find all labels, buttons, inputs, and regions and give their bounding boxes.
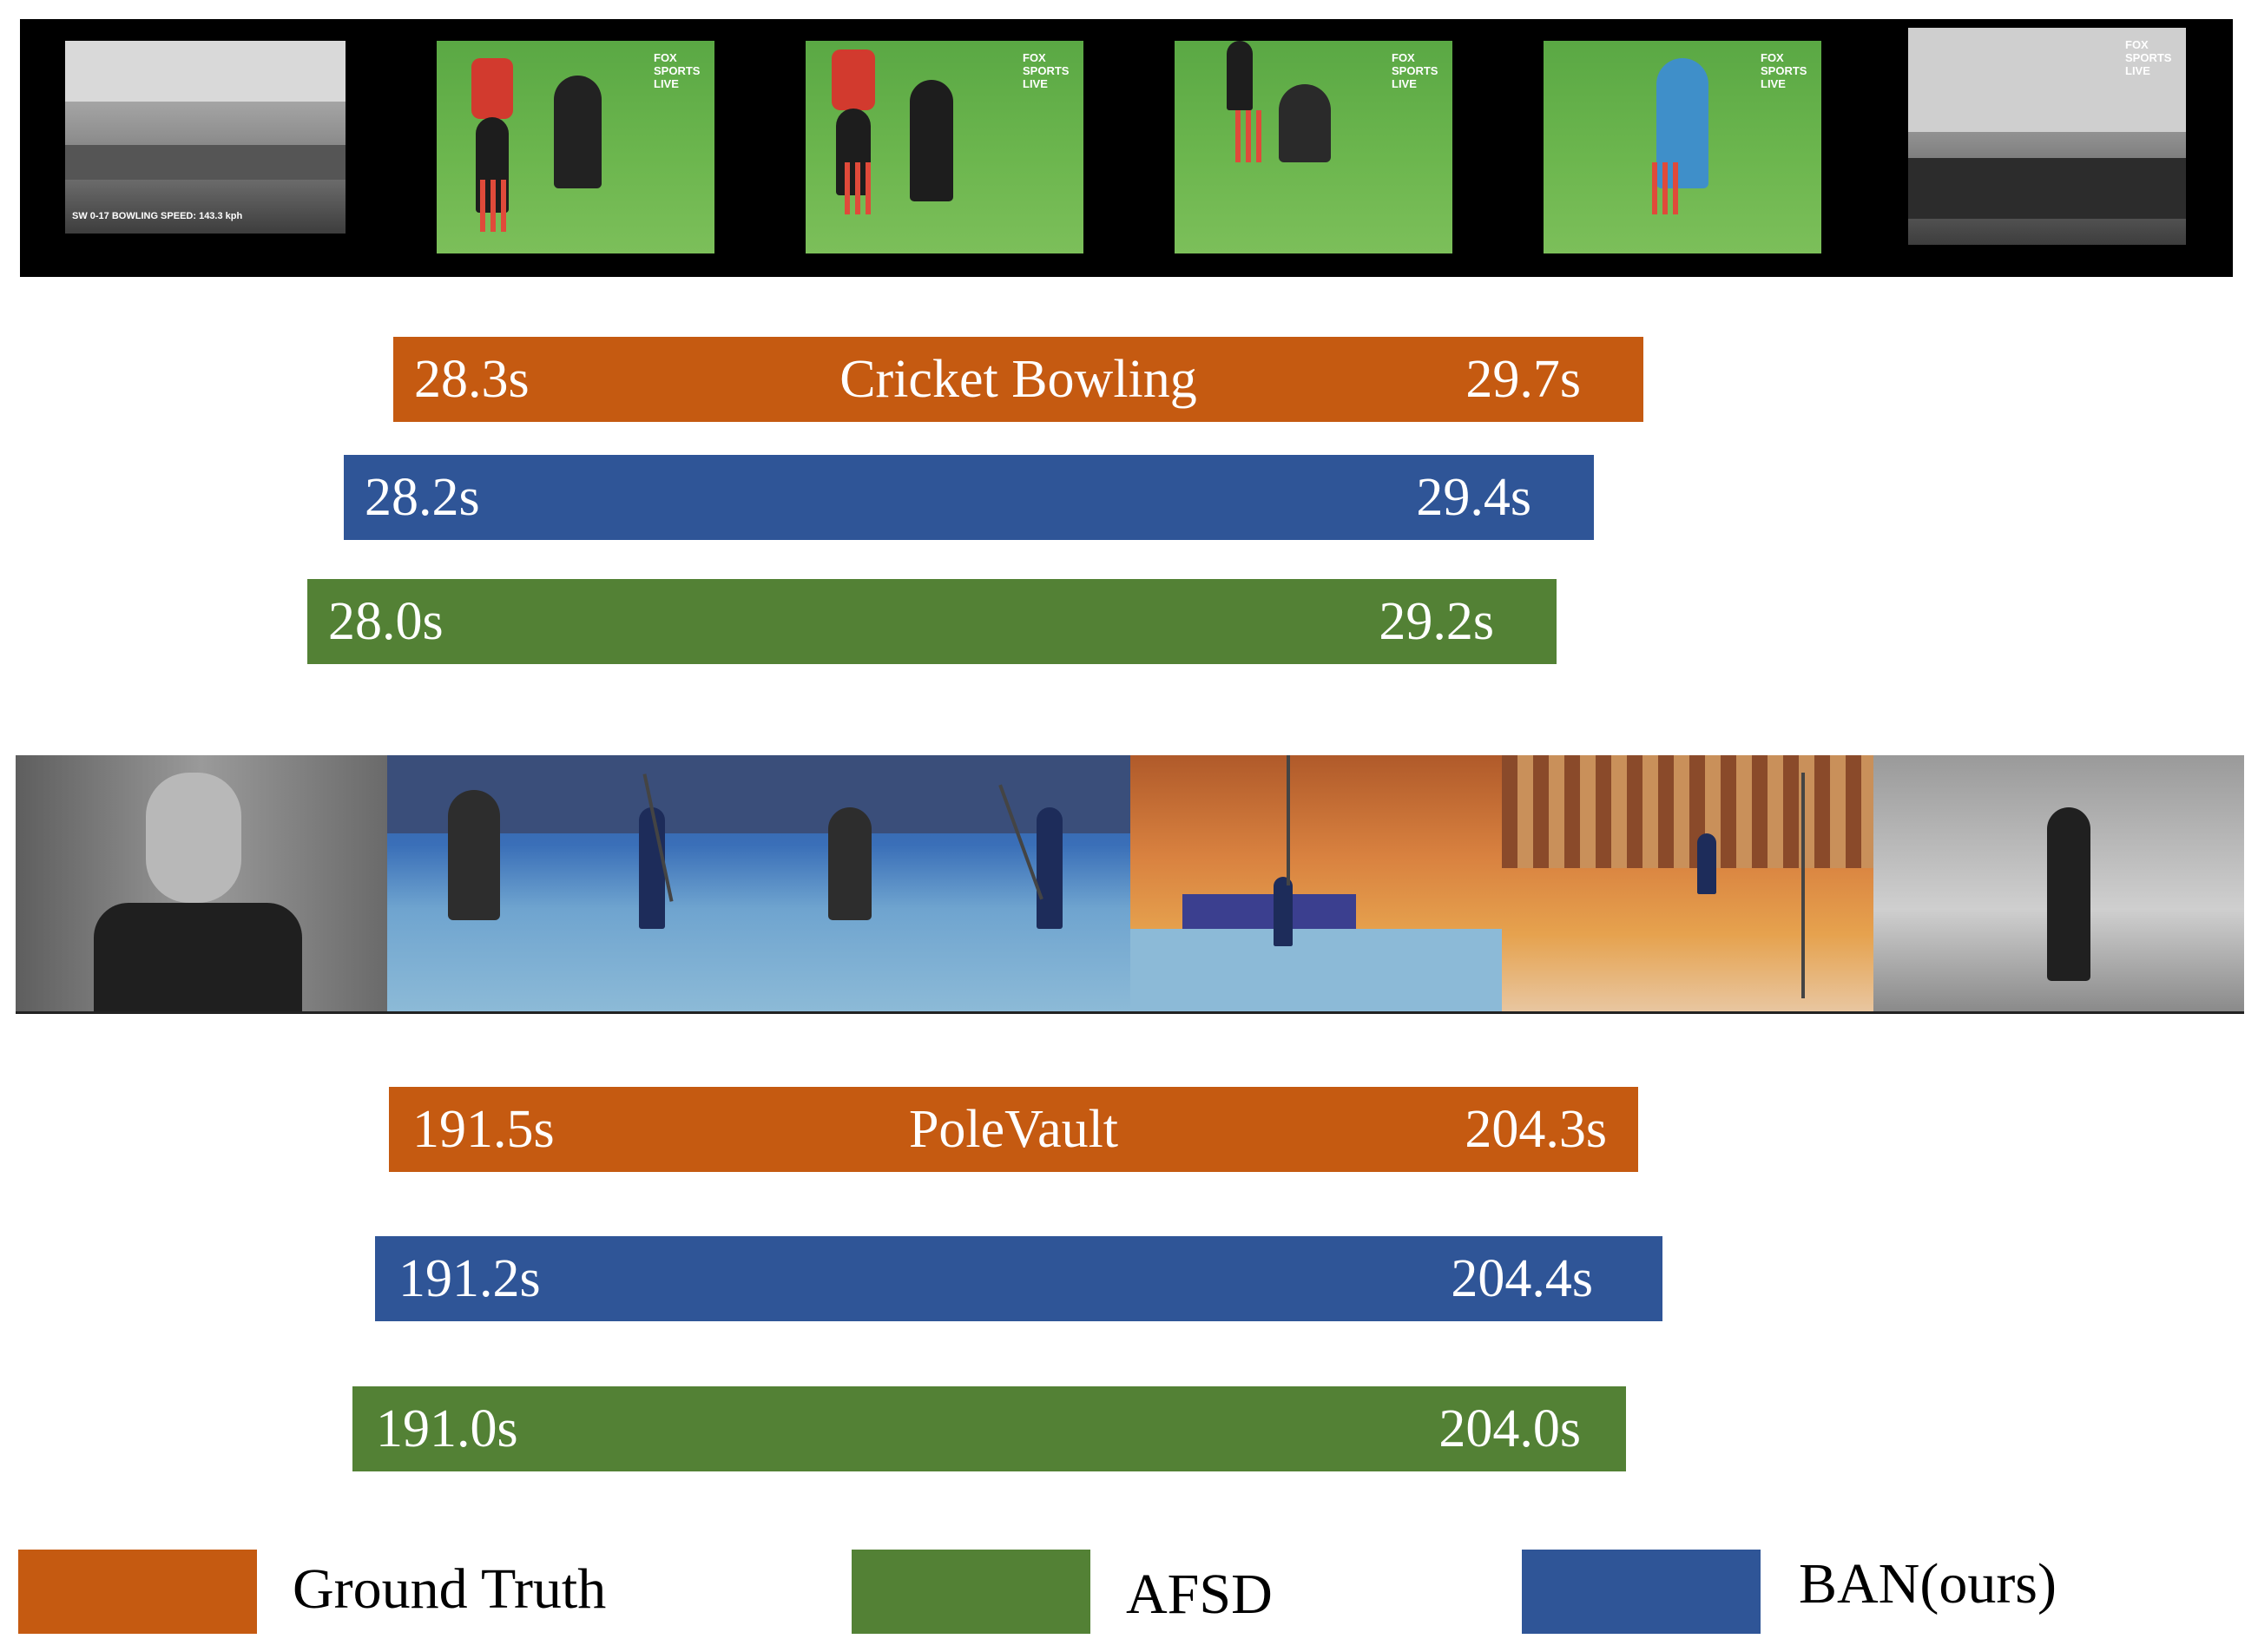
legend-label-ban: BAN(ours) xyxy=(1799,1552,2057,1616)
scoreboard-frame: SW 0-17 BOWLING SPEED: 143.3 kph xyxy=(65,41,346,234)
cricket-afsd-start: 28.0s xyxy=(328,592,444,651)
legend-swatch-ban xyxy=(1522,1550,1761,1634)
score-overlay: SW 0-17 BOWLING SPEED: 143.3 kph xyxy=(72,211,243,221)
cricket-afsd-bar: 28.0s 29.2s xyxy=(307,579,1557,664)
filmstrip-baseline xyxy=(16,1011,2244,1014)
bowler-stride-frame: FOX SPORTS LIVE xyxy=(806,41,1083,253)
broadcast-logo: FOX SPORTS LIVE xyxy=(654,51,701,90)
runway-frame-1 xyxy=(387,755,760,1011)
cricket-gt-start: 28.3s xyxy=(414,350,530,409)
vault-frame xyxy=(1502,755,1875,1011)
cricket-ban-end: 29.4s xyxy=(1416,468,1531,527)
cricket-ground-truth-bar: Cricket Bowling 28.3s 29.7s xyxy=(393,337,1643,422)
broadcast-logo: FOX SPORTS LIVE xyxy=(1392,51,1438,90)
cricket-filmstrip: SW 0-17 BOWLING SPEED: 143.3 kph FOX SPO… xyxy=(20,19,2233,277)
polevault-ban-bar: 191.2s 204.4s xyxy=(375,1236,1662,1321)
polevault-filmstrip xyxy=(16,755,2246,1014)
legend-label-afsd: AFSD xyxy=(1126,1563,1273,1626)
cricket-action-label: Cricket Bowling xyxy=(839,350,1197,409)
polevault-action-label: PoleVault xyxy=(908,1100,1119,1159)
polevault-ban-start: 191.2s xyxy=(398,1249,541,1308)
polevault-gt-end: 204.3s xyxy=(1465,1100,1607,1159)
polevault-afsd-start: 191.0s xyxy=(376,1399,518,1458)
polevault-afsd-end: 204.0s xyxy=(1438,1399,1581,1458)
runway-frame-2 xyxy=(759,755,1132,1011)
cricket-ban-bar: 28.2s 29.4s xyxy=(344,455,1594,540)
cricket-gt-end: 29.7s xyxy=(1465,350,1581,409)
bowler-runup-frame: FOX SPORTS LIVE xyxy=(437,41,714,253)
bowler-release-frame: FOX SPORTS LIVE xyxy=(1175,41,1452,253)
cricket-afsd-end: 29.2s xyxy=(1379,592,1494,651)
legend-swatch-ground-truth xyxy=(18,1550,257,1634)
polevault-gt-start: 191.5s xyxy=(412,1100,555,1159)
takeoff-frame xyxy=(1130,755,1504,1011)
legend-swatch-afsd xyxy=(852,1550,1090,1634)
polevault-afsd-bar: 191.0s 204.0s xyxy=(352,1386,1626,1471)
cricket-ban-start: 28.2s xyxy=(365,468,480,527)
broadcast-logo: FOX SPORTS LIVE xyxy=(1023,51,1070,90)
batsman-frame: FOX SPORTS LIVE xyxy=(1544,41,1821,253)
broadcast-logo: FOX SPORTS LIVE xyxy=(2125,38,2172,77)
landing-frame xyxy=(1873,755,2246,1011)
legend-label-ground-truth: Ground Truth xyxy=(293,1557,607,1621)
polevault-ground-truth-bar: PoleVault 191.5s 204.3s xyxy=(389,1087,1638,1172)
polevault-ban-end: 204.4s xyxy=(1451,1249,1593,1308)
broadcast-logo: FOX SPORTS LIVE xyxy=(1761,51,1807,90)
athlete-closeup-frame xyxy=(16,755,389,1011)
crowd-frame: FOX SPORTS LIVE xyxy=(1908,28,2186,245)
